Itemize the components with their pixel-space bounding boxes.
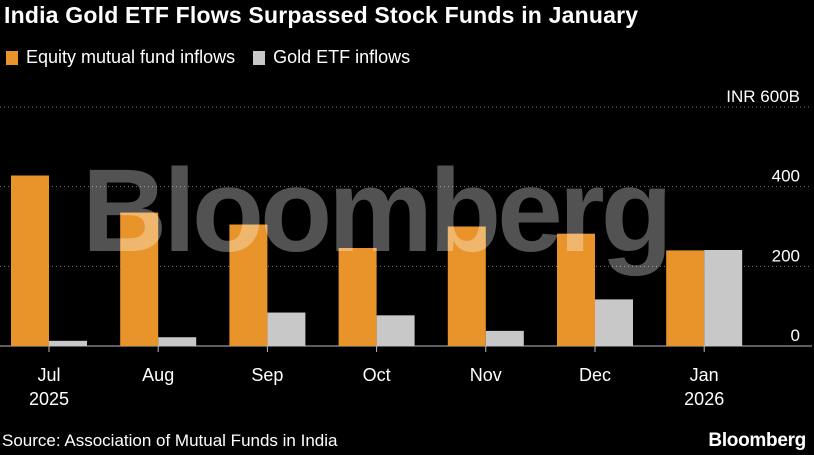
x-tick-label: Nov xyxy=(470,365,502,385)
legend: Equity mutual fund inflows Gold ETF infl… xyxy=(6,47,428,68)
bar-equity xyxy=(11,175,49,346)
chart-title: India Gold ETF Flows Surpassed Stock Fun… xyxy=(4,2,639,28)
x-tick-label: Jul xyxy=(37,365,60,385)
bar-equity xyxy=(557,233,595,346)
bar-gold xyxy=(485,330,524,346)
x-tick-label: Jan xyxy=(690,365,719,385)
legend-swatch-gold xyxy=(253,50,266,65)
legend-swatch-equity xyxy=(6,50,18,65)
x-tick-label: Aug xyxy=(142,365,174,385)
y-tick-label: 0 xyxy=(791,326,800,345)
x-tick-label: Dec xyxy=(579,365,611,385)
legend-label-gold: Gold ETF inflows xyxy=(273,47,411,67)
y-tick-label: INR 600B xyxy=(726,87,800,106)
legend-label-equity: Equity mutual fund inflows xyxy=(26,47,236,67)
bar-equity xyxy=(338,248,377,346)
x-tick-label: 2026 xyxy=(684,389,724,409)
legend-item-equity: Equity mutual fund inflows xyxy=(6,47,235,68)
bloomberg-logo: Bloomberg xyxy=(708,430,806,451)
bar-equity xyxy=(447,226,486,346)
bar-gold xyxy=(158,337,197,346)
y-tick-label: 200 xyxy=(772,246,800,265)
bar-gold xyxy=(376,315,415,346)
bar-gold xyxy=(49,340,87,346)
bar-equity xyxy=(666,250,705,346)
x-tick-label: 2025 xyxy=(29,389,69,409)
bar-gold xyxy=(704,250,743,346)
y-tick-label: 400 xyxy=(772,167,800,186)
legend-item-gold: Gold ETF inflows xyxy=(253,47,410,68)
bar-equity xyxy=(229,224,268,346)
bar-gold xyxy=(267,312,306,346)
x-tick-label: Oct xyxy=(363,365,391,385)
x-tick-label: Sep xyxy=(251,365,283,385)
bar-gold xyxy=(595,299,633,346)
source-note: Source: Association of Mutual Funds in I… xyxy=(2,431,338,450)
bar-equity xyxy=(120,212,159,346)
